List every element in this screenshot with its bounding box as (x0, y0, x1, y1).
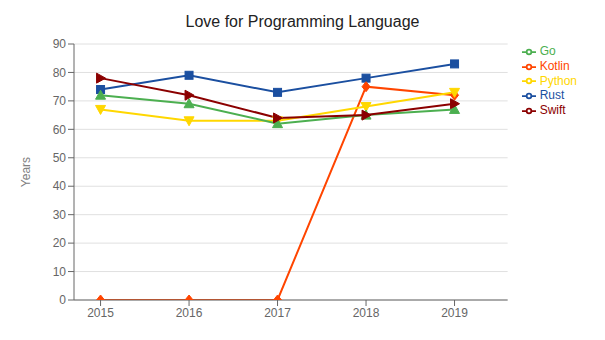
svg-text:20: 20 (53, 236, 67, 250)
html-text:Rust: Rust (539, 88, 565, 103)
svg-text:30: 30 (53, 208, 67, 222)
html-text:Swift: Swift (539, 103, 566, 118)
html-text:Python: Python (539, 73, 577, 88)
html-text:Go: Go (539, 44, 556, 58)
svg-text:2019: 2019 (441, 306, 468, 320)
svg-text:Years: Years (19, 157, 33, 187)
svg-text:50: 50 (53, 151, 67, 165)
svg-text:60: 60 (53, 123, 67, 137)
svg-text:90: 90 (53, 37, 67, 51)
svg-text:2015: 2015 (87, 306, 114, 320)
svg-text:40: 40 (53, 179, 67, 193)
svg-text:70: 70 (53, 94, 67, 108)
svg-text:80: 80 (53, 66, 67, 80)
svg-text:2018: 2018 (353, 306, 380, 320)
svg-text:10: 10 (53, 265, 67, 279)
svg-text:2016: 2016 (176, 306, 203, 320)
svg-text:0: 0 (59, 293, 66, 307)
svg-text:2017: 2017 (264, 306, 291, 320)
html-text:Kotlin: Kotlin (539, 58, 570, 73)
html-text:Love for Programming Language: Love for Programming Language (185, 13, 420, 30)
